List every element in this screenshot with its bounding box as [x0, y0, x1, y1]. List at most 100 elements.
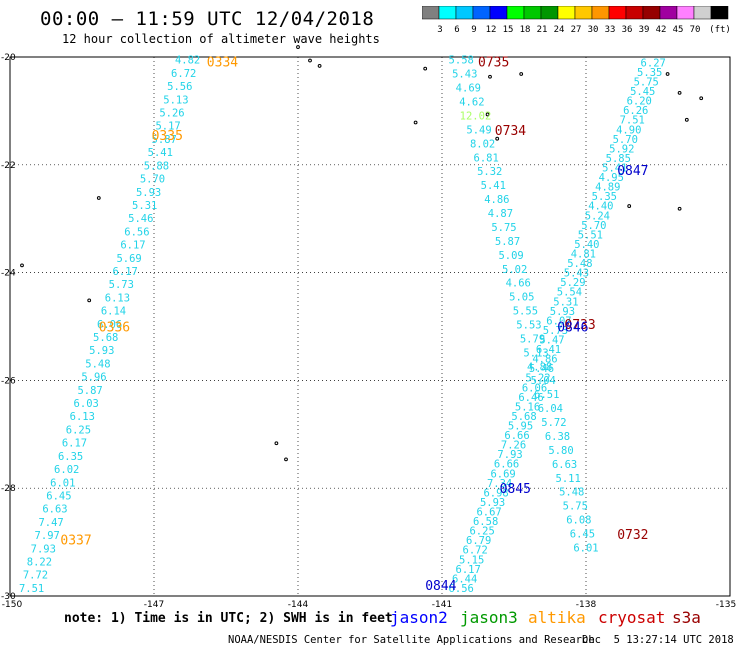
wave-height-value: 5.35	[592, 191, 617, 203]
island-outline	[274, 441, 279, 446]
island-outline	[296, 45, 300, 49]
wave-height-value: 4.95	[599, 172, 624, 184]
credit-date: Dec 5 13:27:14 UTC 2018	[582, 634, 734, 646]
wave-height-value: 6.20	[627, 96, 652, 108]
wave-height-value: 5.51	[578, 229, 603, 241]
colorbar-tick: 24	[554, 25, 565, 35]
wave-height-value: 5.92	[609, 143, 634, 155]
wave-height-value: 5.48	[85, 358, 110, 370]
wave-height-value: 5.85	[606, 153, 631, 165]
wave-height-value: 5.35	[637, 67, 662, 79]
pass-time-label: 0845	[500, 482, 531, 497]
island-outline	[519, 72, 524, 76]
island-outline	[488, 74, 492, 79]
lon-label: -147	[144, 600, 164, 610]
colorbar-tick: 9	[471, 25, 476, 35]
wave-height-value: 4.62	[459, 97, 484, 109]
wave-height-value: 5.05	[509, 292, 534, 304]
wave-height-value: 5.56	[167, 81, 192, 93]
colorbar-tick: 39	[639, 25, 650, 35]
wave-height-value: 6.56	[124, 226, 149, 238]
colorbar-tick: 36	[622, 25, 633, 35]
island-outline	[20, 263, 24, 268]
wave-height-value: 6.17	[120, 240, 145, 252]
colorbar-tick: 15	[503, 25, 514, 35]
wave-height-value: 5.54	[557, 287, 582, 299]
wave-height-value: 5.17	[155, 121, 180, 133]
wave-height-value: 5.09	[498, 250, 523, 262]
pass-time-label: 0846	[557, 321, 588, 336]
wave-height-value: 5.13	[523, 347, 548, 359]
wave-height-value: 5.24	[585, 210, 610, 222]
wave-height-value: 5.04	[531, 375, 556, 387]
lon-label: -138	[576, 600, 597, 610]
wave-height-value: 7.51	[620, 115, 645, 127]
wave-height-value: 5.47	[539, 334, 564, 346]
wave-height-value: 5.73	[543, 325, 568, 337]
wave-height-value: 6.38	[545, 431, 570, 443]
island-outline	[96, 196, 101, 200]
wave-height-value: 4.82	[175, 55, 200, 67]
island-outline	[699, 96, 704, 101]
wave-height-value: 5.70	[613, 134, 638, 146]
wave-height-value: 6.27	[641, 57, 666, 69]
colorbar-tick: 30	[588, 25, 599, 35]
wave-height-value: 4.81	[571, 248, 596, 260]
wave-height-value: 6.04	[538, 403, 563, 415]
wave-height-value: 5.43	[564, 268, 589, 280]
wave-height-value: 6.72	[171, 68, 196, 80]
wave-height-value: 8.02	[470, 138, 495, 150]
wave-height-value: 4.86	[532, 354, 557, 366]
island-outline	[627, 204, 632, 208]
colorbar-tick: 70	[690, 25, 701, 35]
wave-height-value: 6.35	[58, 451, 83, 463]
wave-height-value: 5.93	[550, 306, 575, 318]
wave-height-value: 5.87	[152, 134, 177, 146]
wave-height-value: 6.13	[105, 292, 130, 304]
wave-height-value: 4.40	[588, 201, 613, 213]
wave-height-value: 6.98	[483, 487, 508, 499]
wave-height-value: 6.44	[452, 573, 477, 585]
wave-height-value: 5.96	[81, 372, 106, 384]
map-title: 00:00 — 11:59 UTC 12/04/2018	[40, 8, 375, 30]
wave-height-value: 5.41	[148, 147, 173, 159]
wave-height-value: 6.81	[474, 152, 499, 164]
colorbar-tick: 21	[537, 25, 548, 35]
wave-height-value: 5.22	[525, 373, 550, 385]
wave-height-value: 7.51	[19, 583, 44, 595]
wave-height-value: 6.07	[546, 315, 571, 327]
island-outline	[308, 58, 312, 63]
wave-height-value: 4.90	[616, 124, 641, 136]
wave-height-value: 6.06	[97, 319, 122, 331]
wave-height-value: 6.67	[476, 506, 501, 518]
colorbar-tick: 45	[673, 25, 684, 35]
lat-label: -28	[1, 484, 16, 494]
colorbar-tick: 6	[454, 25, 459, 35]
wave-height-value: 5.75	[491, 222, 516, 234]
pass-time-label: 0732	[617, 528, 648, 543]
map-subtitle: 12 hour collection of altimeter wave hei…	[62, 32, 380, 46]
wave-height-value: 6.58	[473, 516, 498, 528]
wave-height-value: 6.46	[518, 392, 543, 404]
wave-height-value: 8.22	[27, 557, 52, 569]
wave-height-value: 5.70	[140, 174, 165, 186]
wave-height-value: 6.72	[463, 545, 488, 557]
wave-height-value: 7.93	[497, 449, 522, 461]
lon-label: -144	[288, 600, 309, 610]
colorbar-tick: 27	[571, 25, 582, 35]
lat-label: -22	[1, 161, 16, 171]
lat-label: -30	[1, 592, 16, 602]
wave-height-value: 6.06	[522, 382, 547, 394]
wave-height-value: 4.86	[484, 194, 509, 206]
colorbar-legend: 3 6 9 12 15 18 21 24 27 30 33 36 39 42 45 70 (ft)	[422, 6, 731, 35]
colorbar-tick: 33	[605, 25, 616, 35]
wave-height-value: 5.72	[541, 417, 566, 429]
wave-height-value: 5.43	[452, 69, 477, 81]
satellite-legend-altika: altika	[528, 608, 586, 627]
wave-height-value: 5.87	[495, 236, 520, 248]
wave-height-value: 5.49	[466, 124, 491, 136]
wave-height-value: 5.45	[630, 86, 655, 98]
wave-height-value: 6.03	[74, 398, 99, 410]
island-outline	[284, 457, 288, 462]
wave-height-value: 5.53	[516, 319, 541, 331]
